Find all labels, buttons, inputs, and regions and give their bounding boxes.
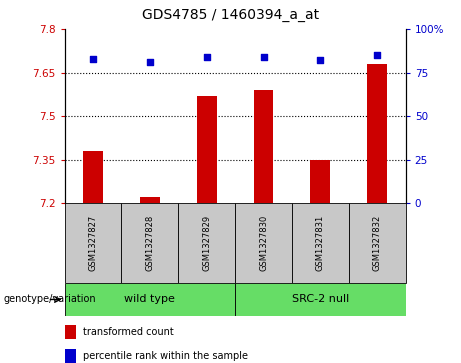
Bar	[235, 283, 406, 316]
Text: genotype/variation: genotype/variation	[3, 294, 96, 305]
Bar	[65, 283, 235, 316]
Bar	[178, 203, 235, 283]
Bar	[65, 325, 76, 339]
Bar	[254, 90, 273, 203]
Point	[317, 57, 324, 63]
Point	[373, 52, 381, 58]
Text: GSM1327832: GSM1327832	[373, 215, 382, 271]
Text: wild type: wild type	[124, 294, 175, 305]
Text: GSM1327827: GSM1327827	[89, 215, 97, 271]
Bar	[235, 203, 292, 283]
Text: GSM1327831: GSM1327831	[316, 215, 325, 271]
Bar	[367, 64, 387, 203]
Text: percentile rank within the sample: percentile rank within the sample	[83, 351, 248, 361]
Text: transformed count: transformed count	[83, 327, 174, 337]
Point	[146, 59, 154, 65]
Bar	[349, 203, 406, 283]
Point	[203, 54, 210, 60]
Text: GSM1327829: GSM1327829	[202, 215, 211, 271]
Bar	[121, 203, 178, 283]
Bar	[65, 203, 121, 283]
Bar	[140, 197, 160, 203]
Point	[89, 56, 97, 62]
Text: GDS4785 / 1460394_a_at: GDS4785 / 1460394_a_at	[142, 8, 319, 21]
Text: GSM1327830: GSM1327830	[259, 215, 268, 271]
Bar	[65, 349, 76, 363]
Bar	[310, 160, 331, 203]
Bar	[83, 151, 103, 203]
Text: GSM1327828: GSM1327828	[145, 215, 154, 271]
Bar	[197, 96, 217, 203]
Point	[260, 54, 267, 60]
Text: SRC-2 null: SRC-2 null	[292, 294, 349, 305]
Bar	[292, 203, 349, 283]
